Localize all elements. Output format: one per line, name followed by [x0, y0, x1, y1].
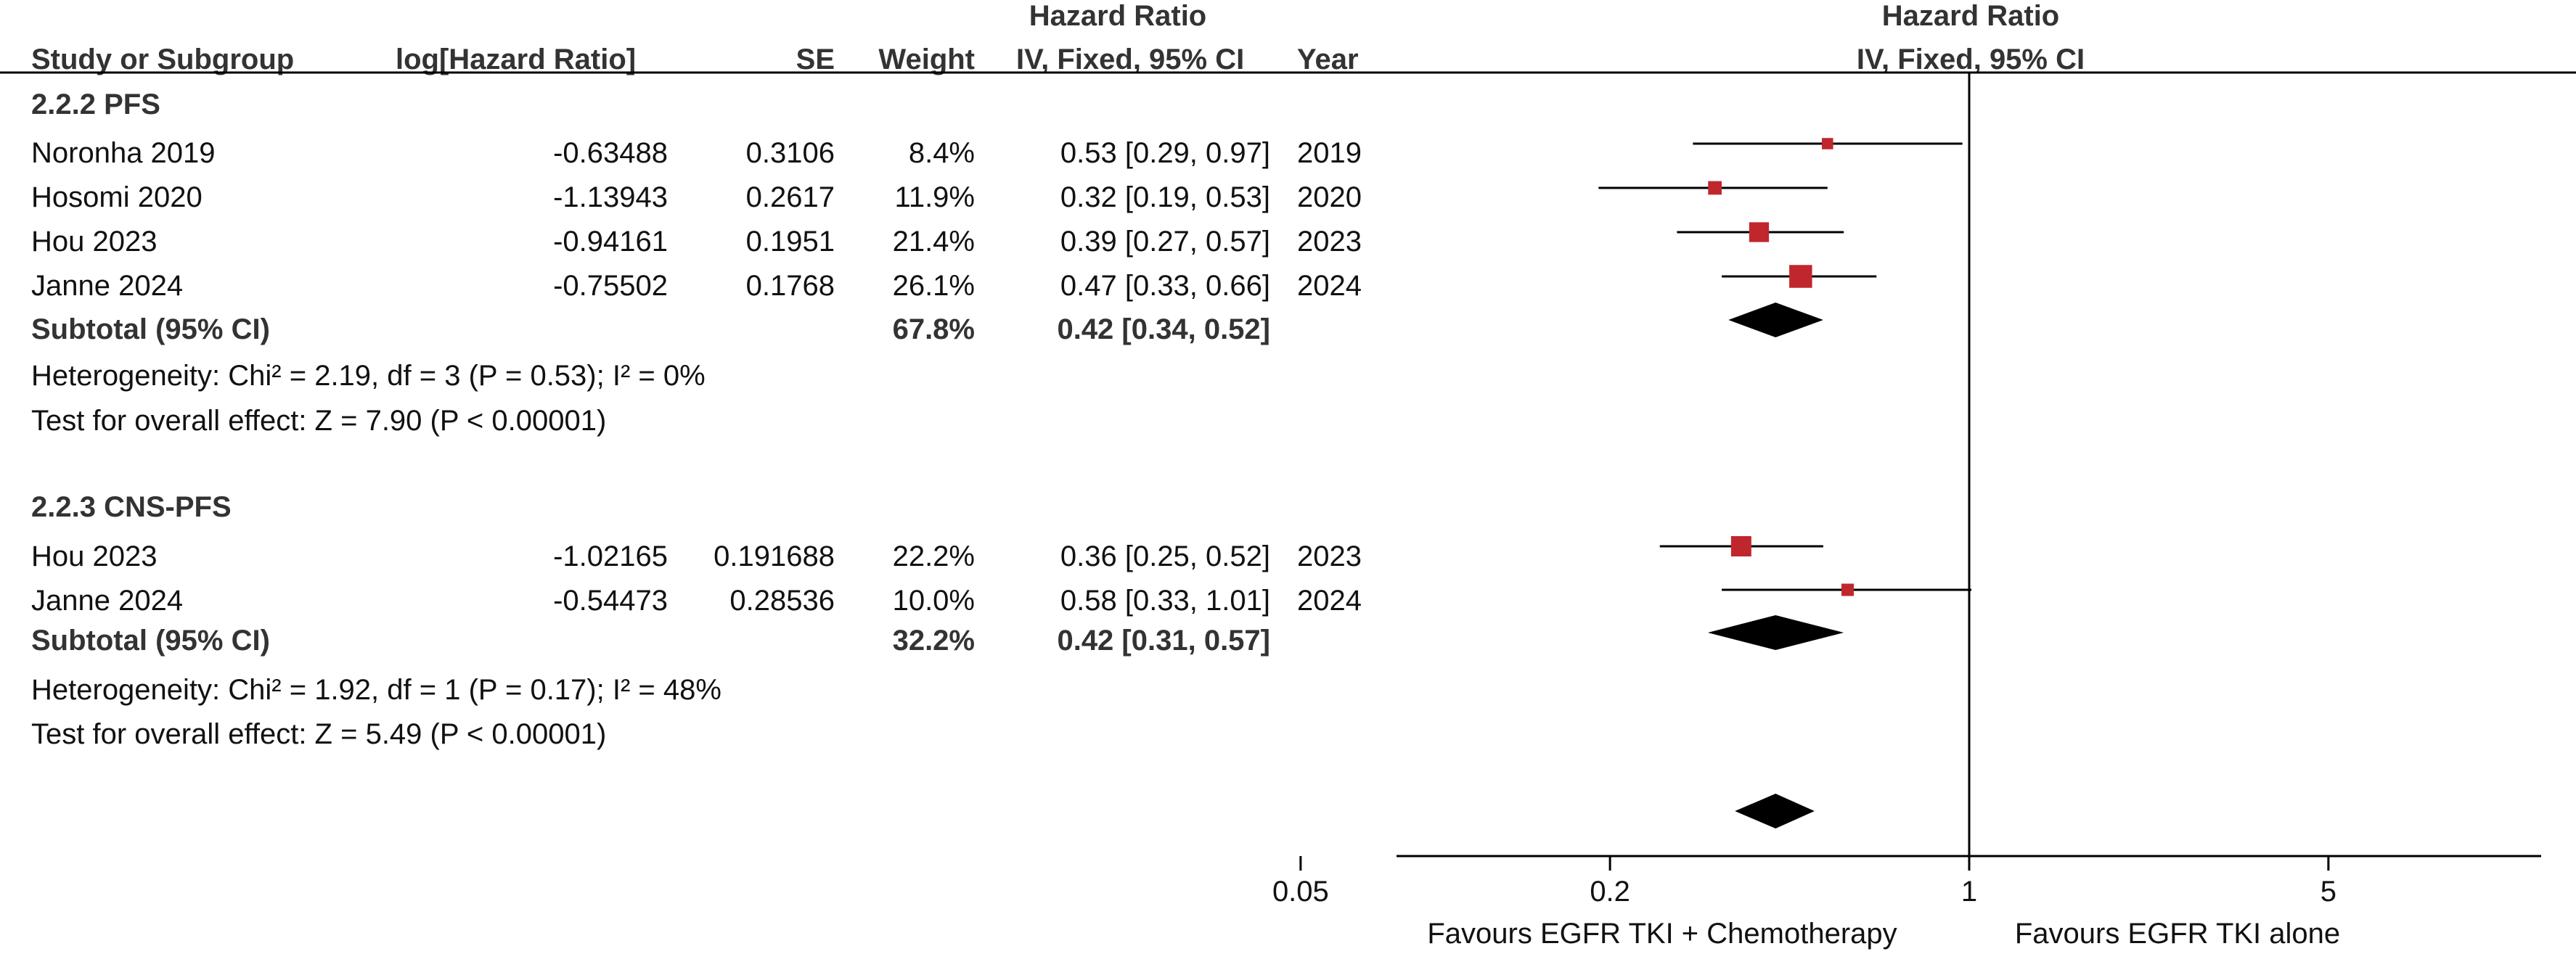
favours-right-label: Favours EGFR TKI alone [2015, 918, 2340, 950]
study-name: Hou 2023 [31, 226, 158, 258]
study-name: Hosomi 2020 [31, 181, 203, 213]
x-tick-label: 1 [1961, 876, 1977, 908]
heterogeneity-text: Heterogeneity: Chi² = 1.92, df = 1 (P = … [31, 674, 721, 706]
overall-effect-text: Test for overall effect: Z = 5.49 (P < 0… [31, 718, 607, 750]
study-square [1822, 138, 1833, 149]
study-year: 2019 [1297, 137, 1362, 169]
hr-method-header: IV, Fixed, 95% CI [1016, 44, 1245, 75]
loghr-column-header: log[Hazard Ratio] [396, 44, 637, 75]
study-weight: 21.4% [892, 226, 975, 258]
subtotal-label: Subtotal (95% CI) [31, 313, 270, 345]
subtotal-ci: 0.42 [0.34, 0.52] [1057, 313, 1270, 345]
subtotal-label: Subtotal (95% CI) [31, 625, 270, 657]
hr-column-header-top: Hazard Ratio [1029, 0, 1207, 32]
year-column-header: Year [1297, 44, 1359, 75]
study-year: 2020 [1297, 181, 1362, 213]
se-column-header: SE [796, 44, 835, 75]
subtotal-weight: 67.8% [892, 313, 975, 345]
study-se: 0.1951 [745, 226, 835, 258]
plot-header-top: Hazard Ratio [1881, 0, 2060, 32]
study-ci: 0.53 [0.29, 0.97] [1060, 137, 1270, 169]
study-se: 0.28536 [729, 585, 835, 617]
study-square [1749, 222, 1770, 242]
study-square [1841, 583, 1855, 596]
study-ci: 0.36 [0.25, 0.52] [1060, 540, 1270, 572]
study-ci: 0.58 [0.33, 1.01] [1060, 585, 1270, 617]
subtotal-weight: 32.2% [892, 625, 975, 657]
study-column-header: Study or Subgroup [31, 44, 295, 75]
study-weight: 26.1% [892, 270, 975, 302]
study-square [1708, 181, 1722, 195]
study-name: Janne 2024 [31, 270, 184, 302]
study-year: 2023 [1297, 540, 1362, 572]
study-se: 0.1768 [745, 270, 835, 302]
study-ci: 0.47 [0.33, 0.66] [1060, 270, 1270, 302]
study-weight: 10.0% [892, 585, 975, 617]
heterogeneity-text: Heterogeneity: Chi² = 2.19, df = 3 (P = … [31, 360, 706, 392]
subtotal-diamond [1728, 303, 1823, 337]
study-year: 2023 [1297, 226, 1362, 258]
study-loghr: -0.75502 [553, 270, 668, 302]
x-tick-label: 5 [2321, 876, 2336, 908]
x-tick-label: 0.05 [1272, 876, 1329, 908]
study-loghr: -0.63488 [553, 137, 668, 169]
overall-effect-text: Test for overall effect: Z = 7.90 (P < 0… [31, 405, 607, 437]
study-se: 0.191688 [713, 540, 835, 572]
favours-left-label: Favours EGFR TKI + Chemotherapy [1427, 918, 1897, 950]
study-name: Noronha 2019 [31, 137, 216, 169]
study-weight: 11.9% [894, 181, 975, 213]
plot-method-header: IV, Fixed, 95% CI [1856, 44, 2085, 75]
study-square [1789, 265, 1812, 288]
study-weight: 8.4% [908, 137, 975, 169]
group-title-cns-pfs: 2.2.3 CNS-PFS [31, 491, 232, 523]
study-ci: 0.32 [0.19, 0.53] [1060, 181, 1270, 213]
study-se: 0.3106 [745, 137, 835, 169]
study-square [1730, 536, 1751, 556]
study-name: Hou 2023 [31, 540, 158, 572]
subtotal-ci: 0.42 [0.31, 0.57] [1057, 625, 1270, 657]
study-year: 2024 [1297, 585, 1362, 617]
x-tick-label: 0.2 [1590, 876, 1630, 908]
study-year: 2024 [1297, 270, 1362, 302]
study-loghr: -1.02165 [553, 540, 668, 572]
study-se: 0.2617 [745, 181, 835, 213]
study-ci: 0.39 [0.27, 0.57] [1060, 226, 1270, 258]
group-title-pfs: 2.2.2 PFS [31, 89, 160, 120]
subtotal-diamond [1707, 615, 1844, 650]
study-name: Janne 2024 [31, 585, 184, 617]
study-loghr: -0.54473 [553, 585, 668, 617]
study-loghr: -1.13943 [553, 181, 668, 213]
overall-diamond [1735, 794, 1815, 828]
study-weight: 22.2% [892, 540, 975, 572]
study-loghr: -0.94161 [553, 226, 668, 258]
weight-column-header: Weight [878, 44, 975, 75]
